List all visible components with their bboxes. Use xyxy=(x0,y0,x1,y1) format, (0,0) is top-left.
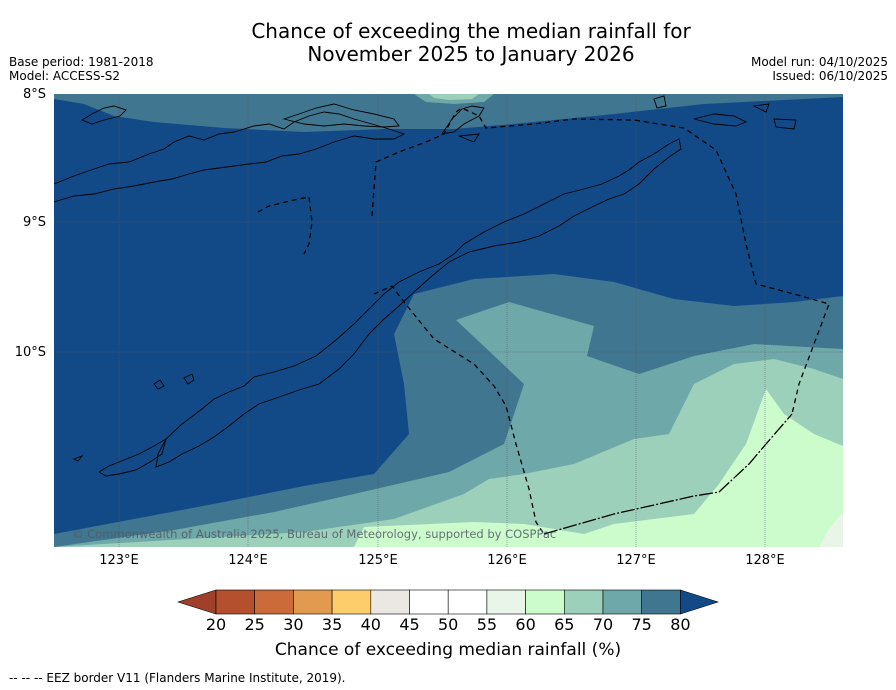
colorbar-segment-c20_25 xyxy=(215,589,256,615)
band-55-60 xyxy=(819,512,843,547)
colorbar-segment-c35_40 xyxy=(331,589,372,615)
colorbar-tick-75: 75 xyxy=(631,615,652,634)
chart-title: Chance of exceeding the median rainfall … xyxy=(0,20,896,66)
colorbar-tick-80: 80 xyxy=(670,615,691,634)
band-75-80-north xyxy=(54,94,843,132)
colorbar-tick-30: 30 xyxy=(283,615,304,634)
lat-label-9s: 9°S xyxy=(22,215,46,230)
footnote: -- -- -- EEZ border V11 (Flanders Marine… xyxy=(9,671,346,685)
meta-right: Model run: 04/10/2025 Issued: 06/10/2025 xyxy=(751,55,888,83)
eez-border xyxy=(257,107,830,535)
colorbar-tick-50: 50 xyxy=(438,615,459,634)
model-run: Model run: 04/10/2025 xyxy=(750,55,888,69)
colorbar-tick-35: 35 xyxy=(321,615,343,634)
lon-label-124e: 124°E xyxy=(228,553,268,568)
base-period: Base period: 1981-2018 xyxy=(9,55,154,69)
coastlines xyxy=(54,95,797,477)
colorbar-segment-c50_55 xyxy=(447,589,488,615)
colorbar-segment-c30_35 xyxy=(293,589,333,615)
lat-label-8s: 8°S xyxy=(22,87,46,102)
colorbar-segment-c70_75 xyxy=(602,589,643,615)
colorbar-tick-55: 55 xyxy=(476,615,498,634)
title-line-2: November 2025 to January 2026 xyxy=(307,42,635,66)
colorbar-segment-c60_65 xyxy=(525,589,565,615)
colorbar-extend-high xyxy=(680,589,719,615)
colorbar-tick-70: 70 xyxy=(592,615,614,634)
colorbar-tick-60: 60 xyxy=(515,615,536,634)
band-65-70 xyxy=(54,359,843,547)
lon-label-125e: 125°E xyxy=(358,553,398,568)
colorbar-tick-40: 40 xyxy=(360,615,381,634)
colorbar-tick-25: 25 xyxy=(244,615,265,634)
boundary-line xyxy=(543,413,793,535)
band-60-65-south xyxy=(354,389,843,547)
colorbar-tick-20: 20 xyxy=(205,615,227,634)
colorbar-segment-c75_80 xyxy=(641,589,681,615)
colorbar-segment-c45_50 xyxy=(409,589,449,615)
colorbar-tick-45: 45 xyxy=(399,615,420,634)
colorbar-segment-c40_45 xyxy=(370,589,410,615)
lat-label-10s: 10°S xyxy=(14,345,46,360)
colorbar-segment-c25_30 xyxy=(254,589,294,615)
colorbar-segment-c55_60 xyxy=(486,589,526,615)
colorbar-segment-c65_70 xyxy=(563,589,604,615)
meta-left: Base period: 1981-2018 Model: ACCESS-S2 xyxy=(9,55,154,83)
gridlines xyxy=(54,94,843,547)
colorbar-label: Chance of exceeding median rainfall (%) xyxy=(274,640,622,660)
lon-label-127e: 127°E xyxy=(616,553,656,568)
band-65-70-north xyxy=(429,94,479,100)
lon-label-128e: 128°E xyxy=(745,553,785,568)
rainfall-map: © Commonwealth of Australia 2025, Bureau… xyxy=(54,94,843,547)
title-line-1: Chance of exceeding the median rainfall … xyxy=(251,19,691,43)
colorbar-extend-low xyxy=(177,589,217,615)
lon-label-126e: 126°E xyxy=(487,553,527,568)
issued-date: Issued: 06/10/2025 xyxy=(772,69,888,83)
colorbar-tick-65: 65 xyxy=(554,615,575,634)
lon-label-123e: 123°E xyxy=(99,553,139,568)
model-name: Model: ACCESS-S2 xyxy=(9,69,121,83)
